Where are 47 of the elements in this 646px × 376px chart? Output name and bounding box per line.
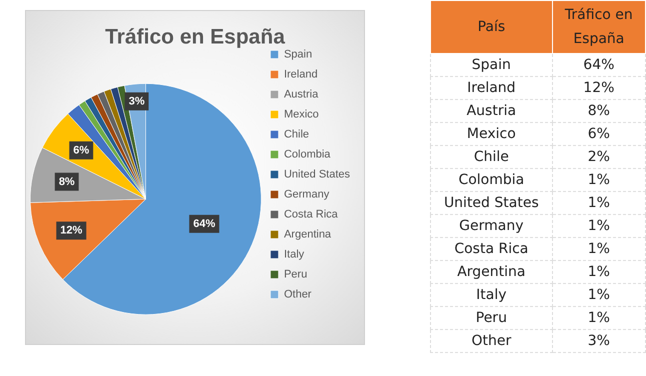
text: 1% [588,310,610,326]
legend-label: United States [284,168,350,181]
text: 6% [588,126,610,142]
legend-label: Ireland [284,68,318,81]
category-label: Austria [430,100,552,122]
legend-label: Argentina [284,228,332,241]
category-label: Spain [430,54,552,76]
category-label: Colombia [430,168,552,192]
text: 1% [588,264,610,280]
legend-label: Peru [284,268,308,281]
legend-label: Chile [284,128,310,141]
text: País [430,0,552,54]
text: 2% [588,149,610,165]
legend-label: Mexico [284,108,319,121]
chart-title: Tráfico en España [105,25,286,48]
category-label: Costa Rica [430,238,552,260]
legend-label: Austria [284,88,320,101]
data-label: 3% [128,95,145,108]
text: 1% [588,287,610,303]
category-label: Other [430,330,552,352]
text: 1% [588,241,610,257]
legend-label: Germany [284,188,330,201]
text: 8% [588,103,610,119]
text: 1% [588,218,610,234]
legend-label: Spain [284,48,312,61]
data-label: 12% [60,224,83,237]
text: Tráfico en España [552,0,646,54]
category-label: Argentina [430,260,552,284]
text: 1% [588,195,610,211]
text: 64% [583,57,614,73]
data-label: 6% [73,144,90,156]
category-label: Peru [430,306,552,330]
text: 3% [588,333,610,349]
category-label: Chile [430,146,552,168]
category-label: Ireland [430,76,552,100]
legend-label: Costa Rica [284,208,339,221]
text: 1% [588,172,610,188]
legend-label: Other [284,288,312,301]
category-label: Italy [430,284,552,306]
category-label: Mexico [430,122,552,146]
category-label: United States [430,192,552,214]
category-label: Germany [430,214,552,238]
data-label: 64% [193,218,216,230]
legend-label: Italy [284,248,305,261]
legend-label: Colombia [284,148,332,161]
data-label: 8% [58,176,75,188]
text: 12% [583,80,614,96]
